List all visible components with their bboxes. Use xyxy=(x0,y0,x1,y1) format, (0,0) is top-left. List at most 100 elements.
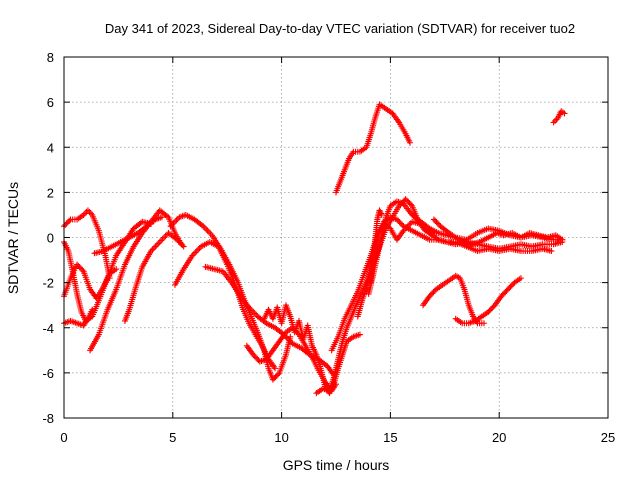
data-point-marker xyxy=(454,273,461,280)
data-point-marker xyxy=(159,236,166,243)
data-point-marker xyxy=(179,242,186,249)
data-point-marker xyxy=(173,217,180,224)
y-tick-label: -2 xyxy=(42,276,54,291)
data-point-marker xyxy=(64,219,71,226)
data-point-marker xyxy=(405,198,412,205)
data-point-marker xyxy=(485,308,492,315)
data-point-marker xyxy=(250,351,257,358)
data-point-marker xyxy=(272,365,279,372)
data-point-marker xyxy=(506,285,513,292)
data-point-marker xyxy=(153,242,160,249)
data-point-marker xyxy=(66,217,73,224)
data-point-marker xyxy=(500,290,507,297)
data-point-marker xyxy=(113,266,120,273)
data-marks xyxy=(61,101,568,397)
data-point-marker xyxy=(397,220,404,227)
data-point-marker xyxy=(175,238,182,245)
data-point-marker xyxy=(158,237,165,244)
y-tick-label: 6 xyxy=(47,95,54,110)
x-tick-label: 10 xyxy=(274,430,288,445)
data-point-marker xyxy=(406,200,413,207)
data-point-marker xyxy=(251,353,258,360)
data-point-marker xyxy=(403,197,410,204)
series-track-5 xyxy=(61,306,96,329)
y-tick-label: 2 xyxy=(47,185,54,200)
data-point-marker xyxy=(203,226,210,233)
data-point-marker xyxy=(427,291,434,298)
series-track-17 xyxy=(367,207,385,286)
data-point-marker xyxy=(395,217,402,224)
data-point-marker xyxy=(433,219,440,226)
y-tick-label: -4 xyxy=(42,321,54,336)
data-point-marker xyxy=(561,110,568,117)
series-track-1 xyxy=(61,207,113,282)
data-point-marker xyxy=(559,236,566,243)
data-point-marker xyxy=(503,287,510,294)
y-tick-label: 4 xyxy=(47,140,54,155)
data-point-marker xyxy=(195,246,202,253)
data-point-marker xyxy=(79,266,86,273)
y-tick-label: 8 xyxy=(47,50,54,65)
data-point-marker xyxy=(251,310,258,317)
data-point-marker xyxy=(487,306,494,313)
data-point-marker xyxy=(161,234,168,241)
data-point-marker xyxy=(180,243,187,250)
x-axis-label: GPS time / hours xyxy=(283,457,390,473)
data-point-marker xyxy=(399,221,406,228)
data-point-marker xyxy=(517,275,524,282)
data-point-marker xyxy=(204,227,211,234)
y-tick-label: 0 xyxy=(47,231,54,246)
data-point-marker xyxy=(499,291,506,298)
x-tick-label: 5 xyxy=(169,430,176,445)
data-point-marker xyxy=(206,229,213,236)
data-point-marker xyxy=(84,207,91,214)
data-point-marker xyxy=(171,218,178,225)
x-tick-label: 25 xyxy=(601,430,615,445)
series-track-13 xyxy=(313,196,437,397)
series-track-4 xyxy=(87,207,185,354)
data-point-marker xyxy=(62,221,69,228)
data-point-marker xyxy=(356,331,363,338)
series-track-21 xyxy=(333,101,413,196)
data-point-marker xyxy=(406,139,413,146)
data-point-marker xyxy=(254,355,261,362)
data-point-marker xyxy=(504,286,511,293)
data-point-marker xyxy=(502,289,509,296)
x-tick-label: 0 xyxy=(60,430,67,445)
y-tick-label: -6 xyxy=(42,366,54,381)
data-point-marker xyxy=(76,264,83,271)
series-track-6 xyxy=(121,229,187,324)
data-point-marker xyxy=(480,320,487,327)
data-point-marker xyxy=(396,219,403,226)
data-point-marker xyxy=(550,119,557,126)
series-track-7 xyxy=(91,214,165,257)
data-point-marker xyxy=(192,249,199,256)
axis-ticks xyxy=(63,56,609,419)
data-point-marker xyxy=(150,245,157,252)
data-point-marker xyxy=(271,375,278,382)
data-point-marker xyxy=(272,373,279,380)
data-point-marker xyxy=(429,290,436,297)
data-point-marker xyxy=(430,289,437,296)
data-point-marker xyxy=(548,248,555,255)
data-point-marker xyxy=(275,371,282,378)
data-point-marker xyxy=(432,217,439,224)
y-tick-labels: -8 -6 -4 -2 0 2 4 6 8 xyxy=(42,50,54,426)
data-point-marker xyxy=(63,220,70,227)
data-point-marker xyxy=(269,376,276,383)
data-point-marker xyxy=(75,262,82,269)
data-point-marker xyxy=(89,306,96,313)
data-point-marker xyxy=(430,216,437,223)
y-axis-label: SDTVAR / TECUs xyxy=(5,182,21,294)
data-point-marker xyxy=(378,211,385,218)
data-point-marker xyxy=(489,304,496,311)
data-point-marker xyxy=(552,117,559,124)
data-point-marker xyxy=(273,372,280,379)
data-point-marker xyxy=(156,239,163,246)
data-point-marker xyxy=(507,283,514,290)
data-point-marker xyxy=(434,220,441,227)
data-point-marker xyxy=(155,240,162,247)
series-track-18 xyxy=(430,216,566,248)
x-tick-label: 15 xyxy=(383,430,397,445)
